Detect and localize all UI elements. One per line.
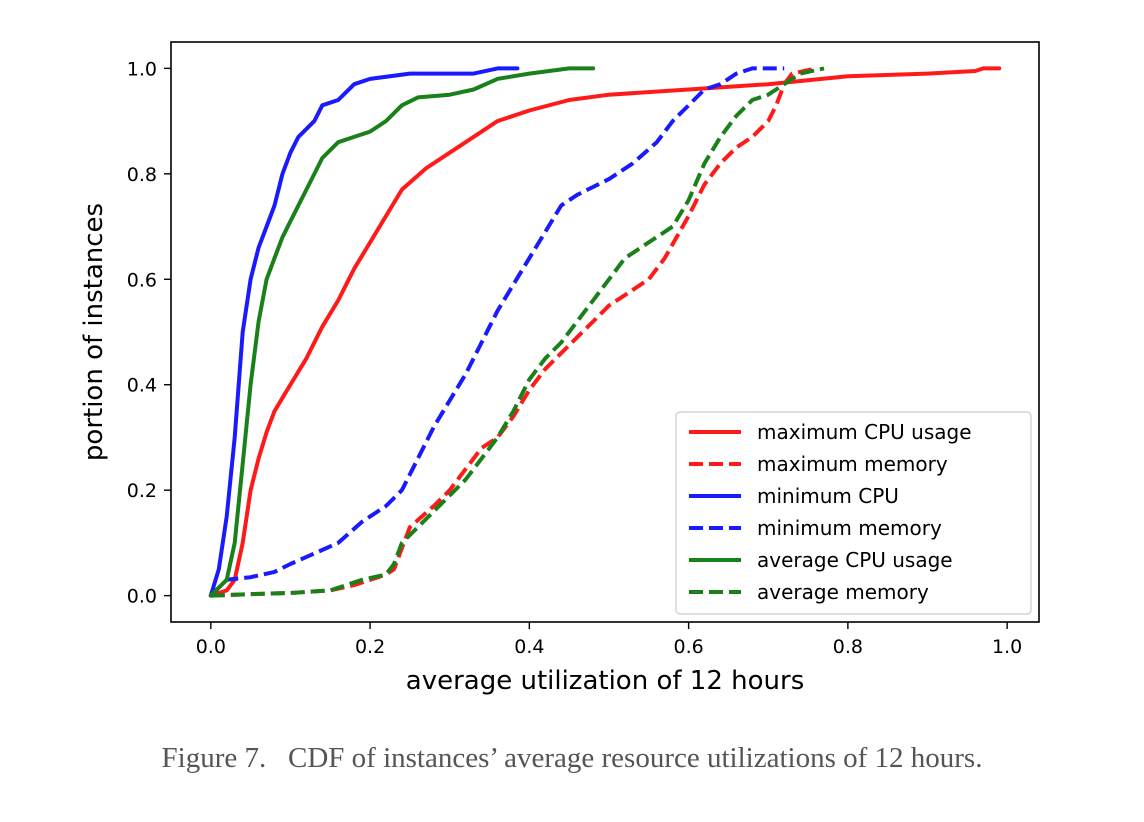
y-tick-label: 0.0: [127, 586, 157, 608]
y-tick-label: 0.8: [127, 164, 157, 186]
x-tick-label: 1.0: [992, 636, 1022, 658]
legend-label: minimum memory: [757, 516, 942, 540]
legend-label: average memory: [757, 580, 929, 604]
x-tick-label: 0.6: [674, 636, 704, 658]
plot-frame: [170, 41, 1040, 623]
legend-label: minimum CPU: [757, 484, 899, 508]
y-tick-label: 0.6: [127, 269, 157, 291]
x-tick-label: 0.8: [833, 636, 863, 658]
series-line-average-cpu-usage: [208, 66, 596, 598]
ticks-layer: 0.0 0.2 0.4 0.6 0.8 1.0 0.0 0.2 0.4 0.6 0.8 1.0: [127, 58, 1022, 658]
series-line-maximum-cpu-usage: [208, 66, 1002, 598]
y-tick-label: 1.0: [127, 58, 157, 80]
series-line-minimum-memory: [209, 66, 785, 598]
x-tick-label: 0.0: [196, 636, 226, 658]
legend: maximum CPU usage maximum memory minimum C…: [675, 411, 1032, 615]
series-line-average-memory: [210, 66, 825, 598]
y-tick-label: 0.2: [127, 480, 157, 502]
series-line-minimum-cpu: [208, 66, 520, 598]
x-tick-label: 0.4: [514, 636, 544, 658]
legend-box: [675, 411, 1032, 615]
y-axis-label: portion of instances: [79, 203, 109, 461]
x-axis-label: average utilization of 12 hours: [406, 666, 804, 696]
legend-label: maximum memory: [757, 452, 948, 476]
x-tick-label: 0.2: [355, 636, 385, 658]
y-tick-label: 0.4: [127, 375, 157, 397]
figure-caption: Figure 7. CDF of instances’ average reso…: [161, 742, 983, 774]
legend-label: average CPU usage: [757, 548, 953, 572]
series-layer: [208, 66, 1002, 598]
legend-label: maximum CPU usage: [757, 420, 972, 444]
